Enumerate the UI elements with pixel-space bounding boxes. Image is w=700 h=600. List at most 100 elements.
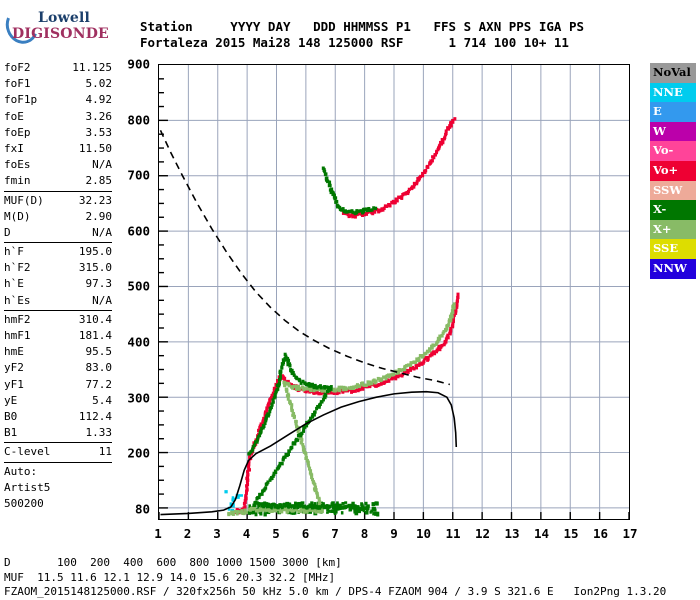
y-tick-label: 800 — [127, 112, 150, 128]
series-x-trace-x-dark-green--point — [331, 505, 335, 510]
ionogram-plot — [158, 64, 630, 520]
series-x-trace-x-dark-green--point — [276, 387, 280, 391]
series-o-trace-vo-red--point — [444, 340, 448, 344]
series-o-trace-vo-red--point — [449, 329, 453, 333]
series-o-trace-vo-red--point — [428, 354, 432, 358]
series-o-trace-vo-red--point — [243, 498, 247, 503]
series-o-trace-vo-red--point — [415, 363, 419, 367]
legend-item-nnw[interactable]: NNW — [650, 258, 696, 279]
series-x-trace-x-light-green--point — [392, 372, 396, 377]
series-x-trace-x-light-green--point — [312, 388, 316, 393]
param-row-hmf2: hmF2 310.4 — [4, 312, 112, 328]
series-2f-echo-vo-red--point — [373, 210, 377, 214]
series-x-trace-x-dark-green--point — [279, 503, 283, 507]
param-row-b0: B0 112.4 — [4, 409, 112, 425]
series-x-trace-x-light-green--point — [311, 479, 315, 484]
series-x-trace-x-dark-green--point — [303, 381, 307, 385]
series-x-trace-x-light-green--point — [358, 384, 362, 389]
series-2f-echo-vo-red--point — [443, 135, 447, 140]
scatter-point — [370, 509, 374, 513]
series-2f-echo-x-dark-green--point — [341, 207, 345, 211]
legend-item-noval[interactable]: NoVal — [650, 63, 696, 83]
series-o-trace-vo-red--point — [379, 382, 383, 386]
series-o-trace-vo-red--point — [397, 373, 401, 377]
legend-item-sse[interactable]: SSE — [650, 239, 696, 259]
series-x-trace-x-dark-green--point — [294, 439, 298, 443]
scatter-point — [282, 505, 286, 509]
scatter-point — [259, 511, 263, 516]
series-x-trace-x-dark-green--point — [323, 386, 327, 390]
series-x-trace-x-light-green--point — [287, 384, 291, 388]
param-row-foes: foEs N/A — [4, 157, 112, 173]
series-x-trace-x-dark-green--point — [287, 358, 291, 363]
series-x-trace-x-dark-green--point — [313, 410, 317, 415]
param-key: foF2 — [4, 61, 31, 74]
series-x-trace-x-light-green--point — [403, 364, 407, 369]
series-x-trace-x-light-green--point — [340, 385, 344, 390]
series-x-trace-x-light-green--point — [307, 464, 311, 468]
series-o-trace-vo-red--point — [247, 459, 251, 464]
series-o-trace-vo-red--point — [246, 473, 250, 477]
series-x-trace-x-light-green--point — [336, 387, 340, 391]
series-x-trace-x-dark-green--point — [323, 504, 327, 509]
series-o-trace-vo-red--point — [319, 391, 323, 396]
series-o-trace-vo-red--point — [417, 363, 421, 367]
series-x-trace-x-dark-green--point — [273, 395, 277, 399]
legend-item-x[interactable]: X+ — [650, 219, 696, 240]
series-2f-echo-x-dark-green--point — [365, 208, 369, 213]
series-x-trace-x-light-green--point — [424, 351, 428, 356]
series-x-trace-x-light-green--point — [374, 379, 378, 383]
series-x-trace-x-dark-green--point — [298, 378, 302, 383]
series-x-trace-x-light-green--point — [415, 358, 419, 363]
scatter-point — [252, 511, 256, 515]
series-x-trace-x-dark-green--point — [350, 505, 354, 510]
series-x-trace-x-light-green--point — [440, 334, 444, 338]
series-x-trace-x-dark-green--point — [268, 478, 272, 482]
legend-item-ssw[interactable]: SSW — [650, 180, 696, 201]
footer-file-row: FZAOM_2015148125000.RSF / 320fx256h 50 k… — [4, 585, 667, 599]
series-x-trace-x-dark-green--point — [257, 502, 261, 506]
series-x-trace-x-light-green--point — [300, 438, 304, 442]
series-x-trace-x-dark-green--point — [259, 429, 263, 433]
series-x-trace-x-light-green--point — [282, 507, 286, 512]
series-x-trace-x-light-green--point — [286, 509, 290, 513]
series-o-trace-vo-red--point — [452, 319, 455, 323]
series-2f-echo-x-dark-green--point — [372, 206, 376, 210]
series-2f-echo-vo-red--point — [371, 211, 375, 216]
series-o-trace-vo-red--point — [246, 478, 250, 482]
y-tick-label: 900 — [127, 56, 150, 72]
series-x-trace-x-dark-green--point — [318, 384, 322, 388]
series-2f-echo-x-dark-green--point — [348, 209, 352, 214]
series-x-trace-x-dark-green--point — [303, 504, 306, 508]
series-x-trace-x-light-green--point — [244, 510, 248, 515]
series-x-trace-x-light-green--point — [309, 388, 313, 393]
scatter-point — [263, 512, 267, 517]
station-header-line1: Station YYYY DAY DDD HHMMSS P1 FFS S AXN… — [140, 19, 585, 34]
scatter-point — [353, 510, 358, 514]
series-x-trace-x-dark-green--point — [315, 406, 319, 411]
series-x-trace-x-dark-green--point — [271, 474, 275, 478]
legend-item-vo[interactable]: Vo+ — [650, 160, 696, 181]
series-o-trace-vo-red--point — [454, 311, 458, 315]
series-x-trace-x-dark-green--point — [259, 502, 263, 506]
series-x-trace-x-dark-green--point — [302, 426, 306, 430]
series-x-trace-x-light-green--point — [298, 509, 302, 514]
series-o-trace-vo-red--point — [246, 464, 250, 468]
series-x-trace-x-light-green--point — [446, 323, 450, 327]
series-x-trace-x-light-green--point — [292, 384, 296, 389]
series-x-trace-x-dark-green--point — [265, 414, 269, 418]
series-x-trace-x-dark-green--point — [267, 412, 271, 416]
param-value: 32.23 — [78, 193, 112, 207]
scatter-point — [308, 510, 312, 514]
series-2f-echo-x-dark-green--point — [323, 172, 327, 177]
legend-item-e[interactable]: E — [650, 102, 696, 122]
series-x-trace-x-dark-green--point — [284, 356, 288, 360]
series-x-trace-x-light-green--point — [445, 327, 449, 331]
series-x-trace-x-light-green--point — [413, 360, 417, 365]
legend-item-w[interactable]: W — [650, 121, 696, 142]
series-x-trace-x-dark-green--point — [288, 503, 292, 508]
legend-item-nne[interactable]: NNE — [650, 82, 696, 103]
legend-item-vo[interactable]: Vo- — [650, 141, 696, 161]
param-row-clevel: C-level 11 — [4, 444, 112, 460]
legend-item-x[interactable]: X- — [650, 200, 696, 220]
